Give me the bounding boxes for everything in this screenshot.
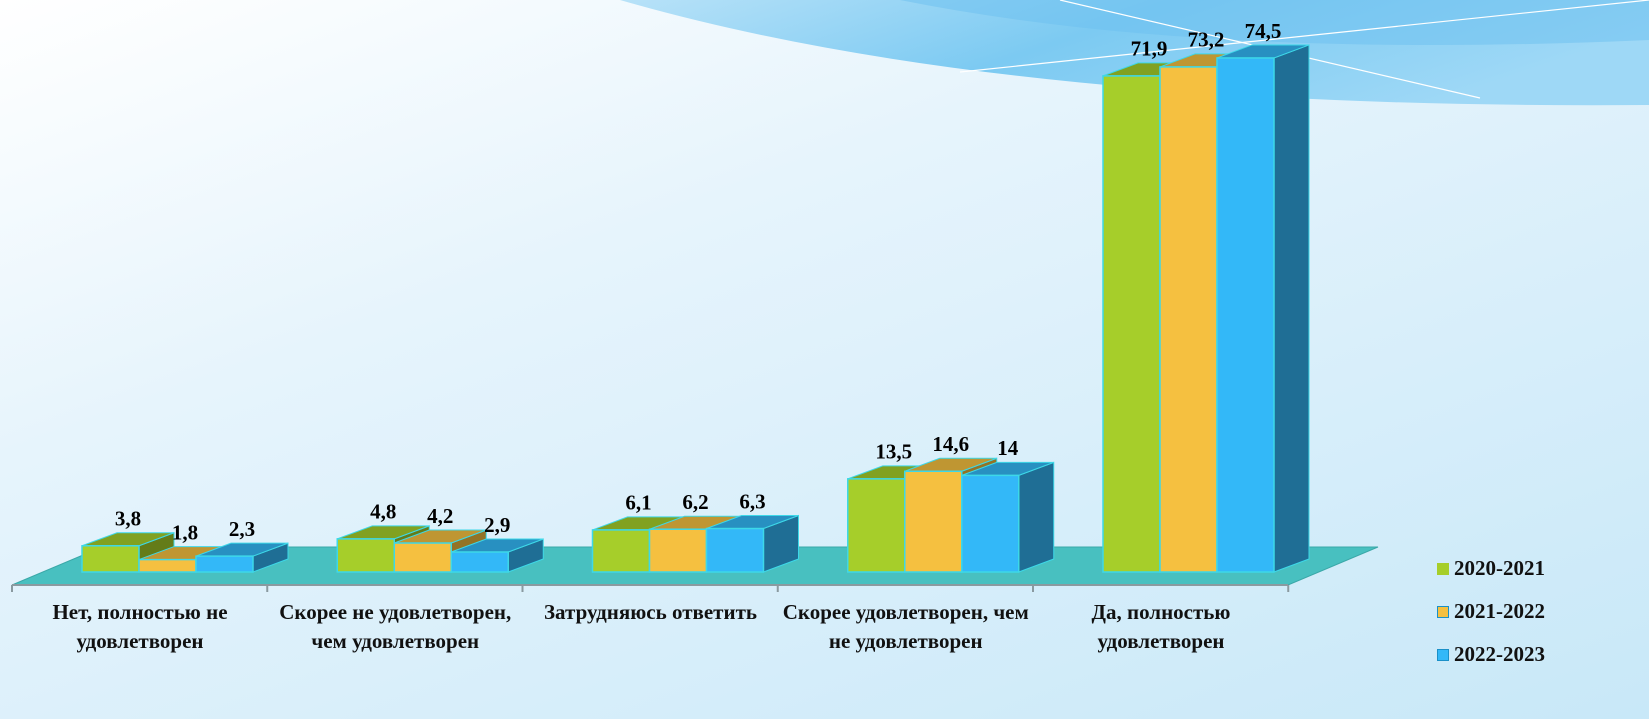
bar (451, 552, 508, 572)
x-tick-label: Да, полностью удовлетворен (1036, 598, 1286, 656)
bar (962, 475, 1019, 572)
bar (1160, 67, 1217, 572)
legend-item: 2022-2023 (1437, 642, 1545, 667)
legend-swatch (1437, 649, 1449, 661)
data-label: 14,6 (932, 432, 969, 456)
data-label: 4,2 (427, 504, 453, 528)
data-label: 4,8 (370, 500, 396, 524)
data-label: 13,5 (875, 440, 912, 464)
x-tick-label: Нет, полностью не удовлетворен (15, 598, 265, 656)
x-tick-label: Затрудняюсь ответить (526, 598, 776, 627)
bar (593, 530, 650, 572)
bar (82, 546, 139, 572)
data-label: 74,5 (1245, 19, 1282, 43)
legend-item: 2020-2021 (1437, 556, 1545, 581)
bar-side (1274, 45, 1309, 572)
data-label: 71,9 (1131, 37, 1168, 61)
bar (707, 529, 764, 572)
legend-item: 2021-2022 (1437, 599, 1545, 624)
data-label: 6,3 (739, 489, 765, 513)
data-label: 3,8 (115, 507, 141, 531)
bar (848, 479, 905, 572)
page: 3,8 1,8 2,3 4,8 4,2 2,9 6,1 6,2 6,3 13,5 14,6 14 71,… (0, 0, 1649, 719)
bar (1217, 58, 1274, 572)
bar (650, 529, 707, 572)
legend-label: 2022-2023 (1454, 642, 1545, 667)
data-label: 6,2 (682, 490, 708, 514)
data-label: 73,2 (1188, 28, 1225, 52)
x-tick-label: Скорее удовлетворен, чем не удовлетворен (781, 598, 1031, 656)
bar (337, 539, 394, 572)
legend-swatch (1437, 563, 1449, 575)
data-label: 6,1 (625, 491, 651, 515)
x-axis-ticks (12, 585, 1288, 592)
legend-label: 2020-2021 (1454, 556, 1545, 581)
bar-side (1019, 462, 1054, 572)
data-label: 1,8 (172, 520, 198, 544)
bar (905, 471, 962, 572)
legend-label: 2021-2022 (1454, 599, 1545, 624)
data-label: 2,3 (229, 517, 255, 541)
data-label: 14 (997, 436, 1019, 460)
bar (139, 560, 196, 572)
plot: 3,8 1,8 2,3 4,8 4,2 2,9 6,1 6,2 6,3 13,5 14,6 14 71,… (82, 19, 1309, 572)
bar (1103, 76, 1160, 572)
bar (196, 556, 253, 572)
x-tick-label: Скорее не удовлетворен, чем удовлетворен (270, 598, 520, 656)
bar (394, 543, 451, 572)
legend-swatch (1437, 606, 1449, 618)
data-label: 2,9 (484, 513, 510, 537)
